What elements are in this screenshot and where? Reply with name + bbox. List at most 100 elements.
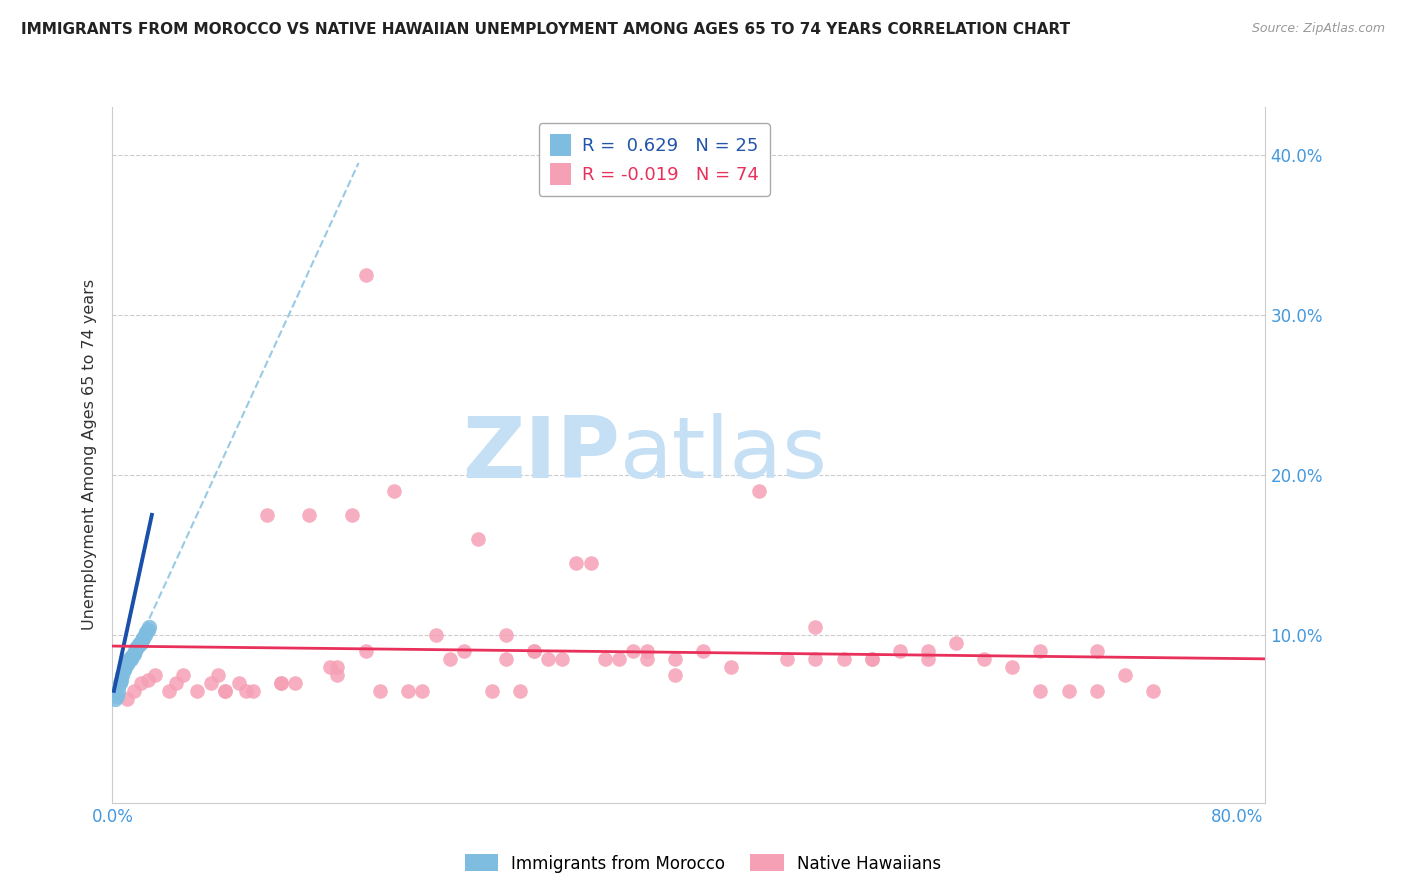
Point bbox=[122, 647, 145, 661]
Point bbox=[945, 636, 967, 650]
Point bbox=[121, 648, 143, 663]
Point bbox=[1142, 683, 1164, 698]
Point bbox=[256, 508, 278, 522]
Point bbox=[509, 683, 531, 698]
Point bbox=[1001, 660, 1024, 674]
Point bbox=[115, 691, 138, 706]
Point bbox=[104, 691, 127, 706]
Point bbox=[382, 483, 405, 498]
Point bbox=[298, 508, 321, 522]
Point bbox=[128, 637, 150, 651]
Text: ZIP: ZIP bbox=[463, 413, 620, 497]
Point bbox=[692, 644, 714, 658]
Point bbox=[467, 532, 489, 546]
Point bbox=[453, 644, 475, 658]
Point bbox=[110, 673, 132, 687]
Point bbox=[186, 683, 208, 698]
Point bbox=[114, 660, 136, 674]
Point bbox=[326, 660, 349, 674]
Point bbox=[565, 556, 588, 570]
Text: Source: ZipAtlas.com: Source: ZipAtlas.com bbox=[1251, 22, 1385, 36]
Point bbox=[134, 628, 156, 642]
Point bbox=[664, 668, 686, 682]
Point bbox=[132, 631, 155, 645]
Point bbox=[411, 683, 433, 698]
Text: IMMIGRANTS FROM MOROCCO VS NATIVE HAWAIIAN UNEMPLOYMENT AMONG AGES 65 TO 74 YEAR: IMMIGRANTS FROM MOROCCO VS NATIVE HAWAII… bbox=[21, 22, 1070, 37]
Point bbox=[143, 668, 166, 682]
Point bbox=[107, 683, 129, 698]
Point bbox=[593, 652, 616, 666]
Point bbox=[214, 683, 236, 698]
Point bbox=[136, 673, 159, 687]
Point bbox=[523, 644, 546, 658]
Point bbox=[551, 652, 574, 666]
Point bbox=[108, 676, 131, 690]
Point bbox=[125, 640, 148, 655]
Point bbox=[537, 652, 560, 666]
Point bbox=[105, 689, 128, 703]
Point bbox=[523, 644, 546, 658]
Point bbox=[200, 676, 222, 690]
Point bbox=[115, 657, 138, 671]
Point bbox=[136, 623, 159, 637]
Point bbox=[214, 683, 236, 698]
Point bbox=[340, 508, 363, 522]
Y-axis label: Unemployment Among Ages 65 to 74 years: Unemployment Among Ages 65 to 74 years bbox=[82, 279, 97, 631]
Point bbox=[748, 483, 770, 498]
Point bbox=[284, 676, 307, 690]
Point bbox=[117, 655, 139, 669]
Point bbox=[396, 683, 419, 698]
Point bbox=[270, 676, 292, 690]
Legend: Immigrants from Morocco, Native Hawaiians: Immigrants from Morocco, Native Hawaiian… bbox=[458, 847, 948, 880]
Point bbox=[122, 683, 145, 698]
Point bbox=[1057, 683, 1080, 698]
Point bbox=[607, 652, 630, 666]
Point bbox=[636, 644, 658, 658]
Point bbox=[804, 652, 827, 666]
Point bbox=[111, 668, 134, 682]
Point bbox=[172, 668, 194, 682]
Point bbox=[112, 663, 135, 677]
Point bbox=[495, 628, 517, 642]
Point bbox=[124, 644, 146, 658]
Text: atlas: atlas bbox=[620, 413, 828, 497]
Point bbox=[235, 683, 257, 698]
Point bbox=[127, 639, 149, 653]
Point bbox=[228, 676, 250, 690]
Point bbox=[319, 660, 342, 674]
Point bbox=[242, 683, 264, 698]
Point bbox=[138, 620, 160, 634]
Point bbox=[720, 660, 742, 674]
Point bbox=[917, 644, 939, 658]
Point bbox=[120, 652, 142, 666]
Point bbox=[804, 620, 827, 634]
Point bbox=[832, 652, 855, 666]
Point bbox=[129, 636, 152, 650]
Legend: R =  0.629   N = 25, R = -0.019   N = 74: R = 0.629 N = 25, R = -0.019 N = 74 bbox=[538, 123, 770, 196]
Point bbox=[1085, 683, 1108, 698]
Point bbox=[664, 652, 686, 666]
Point bbox=[1114, 668, 1136, 682]
Point bbox=[776, 652, 799, 666]
Point bbox=[481, 683, 503, 698]
Point bbox=[889, 644, 911, 658]
Point bbox=[1029, 683, 1052, 698]
Point bbox=[165, 676, 187, 690]
Point bbox=[917, 652, 939, 666]
Point bbox=[636, 652, 658, 666]
Point bbox=[439, 652, 461, 666]
Point bbox=[118, 652, 141, 666]
Point bbox=[860, 652, 883, 666]
Point bbox=[621, 644, 644, 658]
Point bbox=[326, 668, 349, 682]
Point bbox=[495, 652, 517, 666]
Point bbox=[354, 268, 377, 282]
Point bbox=[354, 644, 377, 658]
Point bbox=[425, 628, 447, 642]
Point bbox=[368, 683, 391, 698]
Point bbox=[135, 624, 157, 639]
Point bbox=[1085, 644, 1108, 658]
Point bbox=[270, 676, 292, 690]
Point bbox=[1029, 644, 1052, 658]
Point bbox=[157, 683, 180, 698]
